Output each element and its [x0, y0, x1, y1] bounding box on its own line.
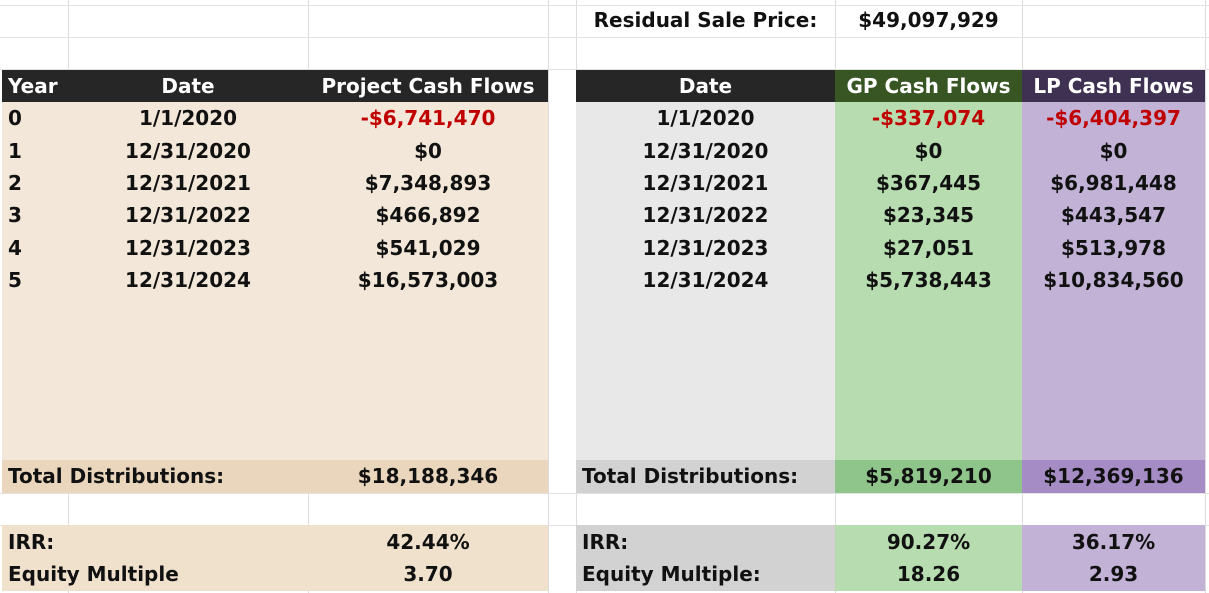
- project-equity-multiple-label[interactable]: Equity Multiple: [8, 562, 179, 586]
- lp-cell[interactable]: $10,834,560: [1043, 268, 1184, 292]
- split-total-bg: [576, 460, 835, 493]
- cash-flow-cell[interactable]: -$6,741,470: [360, 106, 496, 130]
- year-cell[interactable]: 0: [8, 106, 22, 130]
- cash-flow-cell[interactable]: $7,348,893: [364, 171, 492, 195]
- lp-cell[interactable]: $513,978: [1060, 236, 1166, 260]
- year-cell[interactable]: 5: [8, 268, 22, 292]
- date-cell[interactable]: 1/1/2020: [138, 106, 238, 130]
- date-cell[interactable]: 12/31/2020: [642, 139, 769, 163]
- header-lp-cash-flows[interactable]: LP Cash Flows: [1022, 70, 1205, 102]
- gp-cell[interactable]: $0: [914, 139, 943, 163]
- lp-irr-value[interactable]: 36.17%: [1071, 530, 1156, 554]
- date-cell[interactable]: 12/31/2021: [125, 171, 251, 195]
- lp-cell[interactable]: $443,547: [1060, 203, 1166, 227]
- lp-body-bg: [1022, 102, 1205, 460]
- date-cell[interactable]: 12/31/2021: [642, 171, 769, 195]
- date-cell[interactable]: 12/31/2023: [642, 236, 769, 260]
- project-irr-value[interactable]: 42.44%: [386, 530, 470, 554]
- header-gp-cash-flows[interactable]: GP Cash Flows: [835, 70, 1022, 102]
- lp-total-value[interactable]: $12,369,136: [1043, 464, 1184, 488]
- grid-line: [0, 37, 1209, 38]
- lp-equity-multiple-value[interactable]: 2.93: [1088, 562, 1139, 586]
- project-irr-label[interactable]: IRR:: [8, 530, 55, 554]
- gp-body-bg: [835, 102, 1022, 460]
- lp-metrics-bg: [1022, 525, 1205, 591]
- split-total-label[interactable]: Total Distributions:: [582, 464, 799, 488]
- split-metrics-bg: [576, 525, 835, 591]
- lp-cell[interactable]: $6,981,448: [1050, 171, 1177, 195]
- gp-total-bg: [835, 460, 1022, 493]
- grid-line: [1205, 0, 1206, 593]
- cash-flow-cell[interactable]: $16,573,003: [357, 268, 499, 292]
- date-cell[interactable]: 12/31/2022: [125, 203, 251, 227]
- year-cell[interactable]: 4: [8, 236, 22, 260]
- year-cell[interactable]: 1: [8, 139, 22, 163]
- gp-cell[interactable]: $27,051: [882, 236, 975, 260]
- date-cell[interactable]: 12/31/2022: [642, 203, 769, 227]
- date-cell[interactable]: 12/31/2020: [125, 139, 251, 163]
- header-date[interactable]: Date: [68, 70, 308, 102]
- header-split-date[interactable]: Date: [576, 70, 835, 102]
- cash-flow-cell[interactable]: $541,029: [375, 236, 481, 260]
- year-cell[interactable]: 2: [8, 171, 22, 195]
- project-total-bg: [2, 460, 548, 493]
- project-equity-multiple-value[interactable]: 3.70: [403, 562, 453, 586]
- project-total-label[interactable]: Total Distributions:: [8, 464, 225, 488]
- lp-cell[interactable]: -$6,404,397: [1046, 106, 1181, 130]
- gp-irr-value[interactable]: 90.27%: [886, 530, 971, 554]
- split-date-bg: [576, 102, 835, 460]
- header-year[interactable]: Year: [2, 70, 68, 102]
- gp-cell[interactable]: $23,345: [882, 203, 975, 227]
- gp-metrics-bg: [835, 525, 1022, 591]
- gp-equity-multiple-value[interactable]: 18.26: [896, 562, 961, 586]
- date-cell[interactable]: 12/31/2024: [642, 268, 769, 292]
- gp-cell[interactable]: -$337,074: [871, 106, 986, 130]
- project-body-bg: [2, 102, 548, 460]
- year-cell[interactable]: 3: [8, 203, 22, 227]
- lp-cell[interactable]: $0: [1099, 139, 1128, 163]
- project-metrics-bg: [2, 525, 548, 591]
- header-project-cash-flows[interactable]: Project Cash Flows: [308, 70, 548, 102]
- cash-flow-cell[interactable]: $466,892: [375, 203, 481, 227]
- split-irr-label[interactable]: IRR:: [582, 530, 629, 554]
- grid-line: [0, 493, 1209, 494]
- gp-cell[interactable]: $5,738,443: [865, 268, 992, 292]
- cash-flow-cell[interactable]: $0: [414, 139, 442, 163]
- date-cell[interactable]: 12/31/2023: [125, 236, 251, 260]
- grid-line: [0, 5, 1209, 6]
- residual-label[interactable]: Residual Sale Price:: [593, 8, 818, 32]
- gp-total-value[interactable]: $5,819,210: [865, 464, 992, 488]
- date-cell[interactable]: 1/1/2020: [656, 106, 755, 130]
- split-equity-multiple-label[interactable]: Equity Multiple:: [582, 562, 761, 586]
- project-total-value[interactable]: $18,188,346: [357, 464, 499, 488]
- grid-line: [0, 69, 1209, 70]
- grid-line: [548, 0, 549, 593]
- gp-cell[interactable]: $367,445: [875, 171, 981, 195]
- date-cell[interactable]: 12/31/2024: [125, 268, 251, 292]
- lp-total-bg: [1022, 460, 1205, 493]
- residual-value[interactable]: $49,097,929: [858, 8, 999, 32]
